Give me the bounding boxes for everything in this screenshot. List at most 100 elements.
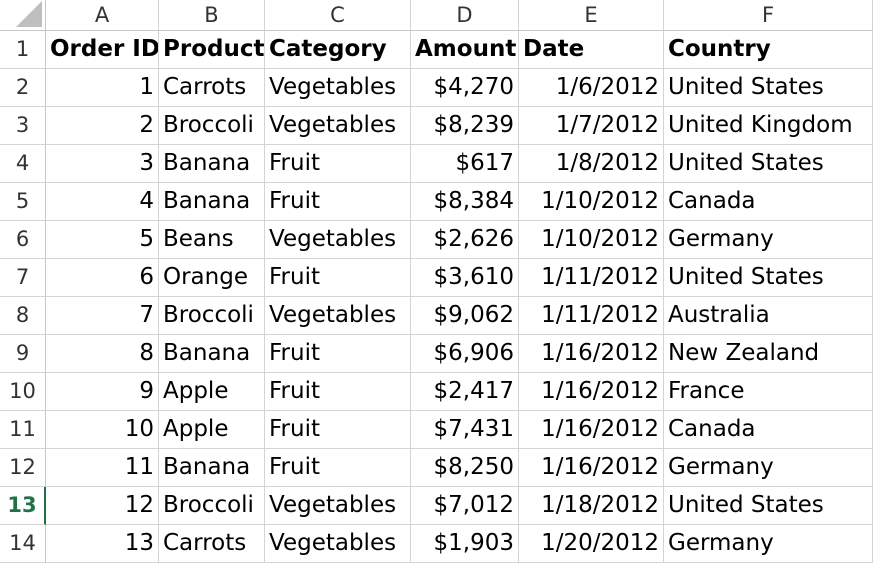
table-cell[interactable]: $7,431 [411, 411, 519, 449]
column-header-b[interactable]: B [159, 0, 265, 31]
table-cell[interactable]: $8,239 [411, 107, 519, 145]
table-cell[interactable]: $6,906 [411, 335, 519, 373]
table-cell[interactable]: 8 [46, 335, 159, 373]
row-header-7[interactable]: 7 [0, 259, 46, 297]
table-cell[interactable]: Apple [159, 373, 265, 411]
table-cell[interactable]: 7 [46, 297, 159, 335]
table-cell[interactable]: 4 [46, 183, 159, 221]
table-cell[interactable]: 11 [46, 449, 159, 487]
table-cell[interactable]: United States [664, 145, 873, 183]
table-cell[interactable]: Fruit [265, 183, 411, 221]
table-cell[interactable]: France [664, 373, 873, 411]
table-cell[interactable]: United States [664, 259, 873, 297]
table-cell[interactable]: Vegetables [265, 297, 411, 335]
column-header-f[interactable]: F [664, 0, 873, 31]
column-header-d[interactable]: D [411, 0, 519, 31]
table-cell[interactable]: 1/7/2012 [519, 107, 664, 145]
table-cell[interactable]: Fruit [265, 145, 411, 183]
table-cell[interactable]: 1/16/2012 [519, 411, 664, 449]
table-cell[interactable]: Beans [159, 221, 265, 259]
table-cell[interactable]: $617 [411, 145, 519, 183]
table-cell[interactable]: United States [664, 69, 873, 107]
column-header-e[interactable]: E [519, 0, 664, 31]
table-cell[interactable]: 1/10/2012 [519, 221, 664, 259]
table-cell[interactable]: 1/20/2012 [519, 525, 664, 563]
table-cell[interactable]: Germany [664, 221, 873, 259]
table-cell[interactable]: Fruit [265, 449, 411, 487]
table-cell[interactable]: Canada [664, 411, 873, 449]
table-cell[interactable]: 1/10/2012 [519, 183, 664, 221]
row-header-12[interactable]: 12 [0, 449, 46, 487]
table-cell[interactable]: 13 [46, 525, 159, 563]
table-cell[interactable]: Vegetables [265, 525, 411, 563]
row-header-13[interactable]: 13 [0, 487, 46, 525]
row-header-8[interactable]: 8 [0, 297, 46, 335]
table-cell[interactable]: Banana [159, 335, 265, 373]
table-cell[interactable]: 1/16/2012 [519, 373, 664, 411]
table-cell[interactable]: 1/18/2012 [519, 487, 664, 525]
table-cell[interactable]: Canada [664, 183, 873, 221]
row-header-5[interactable]: 5 [0, 183, 46, 221]
table-cell[interactable]: Germany [664, 449, 873, 487]
table-cell[interactable]: 1 [46, 69, 159, 107]
table-cell[interactable]: 3 [46, 145, 159, 183]
table-cell[interactable]: $8,250 [411, 449, 519, 487]
table-cell[interactable]: Broccoli [159, 487, 265, 525]
table-cell[interactable]: 10 [46, 411, 159, 449]
row-header-1[interactable]: 1 [0, 31, 46, 69]
table-cell[interactable]: Germany [664, 525, 873, 563]
table-cell[interactable]: 1/6/2012 [519, 69, 664, 107]
table-cell[interactable]: $2,417 [411, 373, 519, 411]
table-cell[interactable]: Australia [664, 297, 873, 335]
table-cell[interactable]: 1/11/2012 [519, 297, 664, 335]
row-header-2[interactable]: 2 [0, 69, 46, 107]
table-cell[interactable]: Carrots [159, 525, 265, 563]
row-header-9[interactable]: 9 [0, 335, 46, 373]
table-header-cell[interactable]: Product [159, 31, 265, 69]
table-cell[interactable]: Vegetables [265, 221, 411, 259]
table-cell[interactable]: 9 [46, 373, 159, 411]
table-cell[interactable]: United States [664, 487, 873, 525]
table-cell[interactable]: Banana [159, 449, 265, 487]
table-header-cell[interactable]: Category [265, 31, 411, 69]
table-header-cell[interactable]: Order ID [46, 31, 159, 69]
table-cell[interactable]: Vegetables [265, 487, 411, 525]
row-header-3[interactable]: 3 [0, 107, 46, 145]
table-cell[interactable]: Fruit [265, 411, 411, 449]
table-cell[interactable]: Banana [159, 183, 265, 221]
table-cell[interactable]: Vegetables [265, 69, 411, 107]
table-cell[interactable]: 1/8/2012 [519, 145, 664, 183]
row-header-10[interactable]: 10 [0, 373, 46, 411]
table-cell[interactable]: Fruit [265, 335, 411, 373]
table-cell[interactable]: Apple [159, 411, 265, 449]
table-cell[interactable]: United Kingdom [664, 107, 873, 145]
column-header-c[interactable]: C [265, 0, 411, 31]
table-cell[interactable]: 12 [46, 487, 159, 525]
table-cell[interactable]: Fruit [265, 259, 411, 297]
column-header-a[interactable]: A [46, 0, 159, 31]
table-cell[interactable]: 5 [46, 221, 159, 259]
table-cell[interactable]: Banana [159, 145, 265, 183]
table-cell[interactable]: $3,610 [411, 259, 519, 297]
table-cell[interactable]: $4,270 [411, 69, 519, 107]
table-cell[interactable]: 1/16/2012 [519, 449, 664, 487]
table-cell[interactable]: 6 [46, 259, 159, 297]
table-cell[interactable]: Broccoli [159, 107, 265, 145]
row-header-14[interactable]: 14 [0, 525, 46, 563]
table-cell[interactable]: Carrots [159, 69, 265, 107]
row-header-6[interactable]: 6 [0, 221, 46, 259]
table-cell[interactable]: Orange [159, 259, 265, 297]
table-cell[interactable]: $2,626 [411, 221, 519, 259]
table-cell[interactable]: $1,903 [411, 525, 519, 563]
table-header-cell[interactable]: Date [519, 31, 664, 69]
table-cell[interactable]: 1/16/2012 [519, 335, 664, 373]
table-cell[interactable]: $8,384 [411, 183, 519, 221]
table-cell[interactable]: Broccoli [159, 297, 265, 335]
table-cell[interactable]: 2 [46, 107, 159, 145]
table-cell[interactable]: Fruit [265, 373, 411, 411]
table-cell[interactable]: New Zealand [664, 335, 873, 373]
select-all-corner[interactable] [0, 0, 46, 31]
table-cell[interactable]: 1/11/2012 [519, 259, 664, 297]
table-cell[interactable]: $9,062 [411, 297, 519, 335]
row-header-11[interactable]: 11 [0, 411, 46, 449]
